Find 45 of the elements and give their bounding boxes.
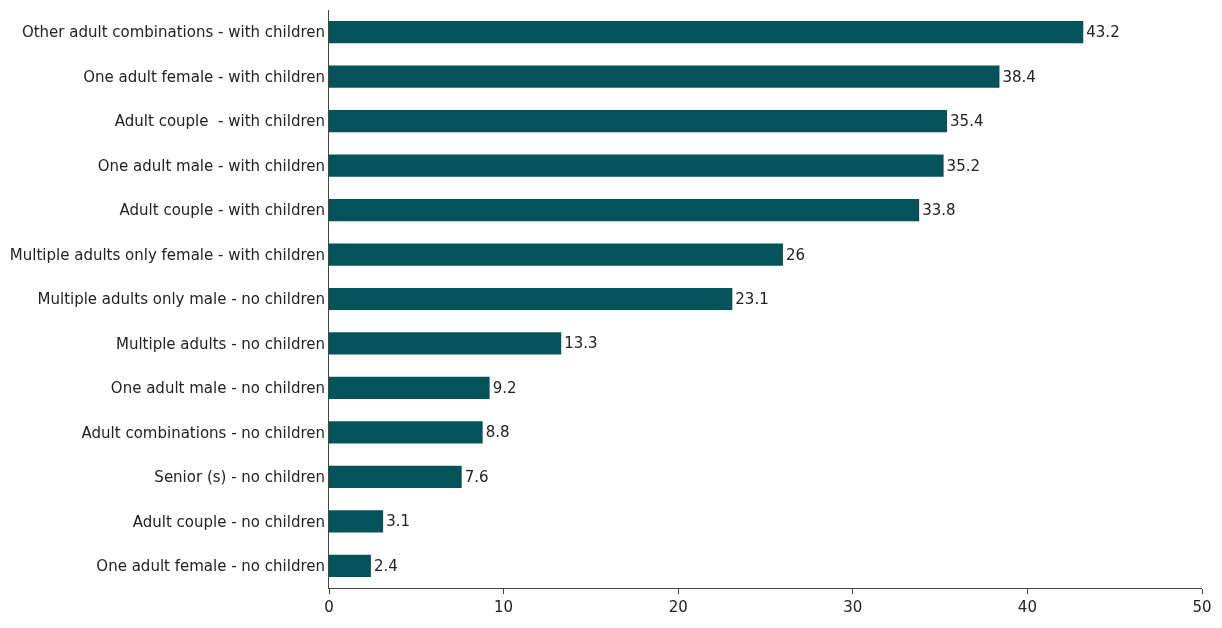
data-label: 35.4 bbox=[950, 112, 984, 131]
x-tick-label: 50 bbox=[1192, 598, 1212, 616]
y-tick-label: Adult couple - with children bbox=[114, 112, 325, 131]
bar bbox=[329, 198, 920, 222]
bar bbox=[329, 154, 944, 177]
y-tick-label: Multiple adults only male - no children bbox=[37, 290, 325, 309]
data-label: 33.8 bbox=[922, 201, 956, 220]
y-tick-label: Multiple adults only female - with children bbox=[9, 245, 325, 264]
data-label: 8.8 bbox=[485, 423, 510, 442]
bar bbox=[329, 110, 948, 133]
data-label: 35.2 bbox=[946, 156, 980, 175]
y-tick-label: One adult female - with children bbox=[83, 67, 325, 86]
x-tick-label: 40 bbox=[1017, 598, 1037, 616]
data-label: 43.2 bbox=[1086, 23, 1120, 42]
bar bbox=[329, 287, 733, 311]
data-label: 23.1 bbox=[735, 290, 769, 308]
data-label: 7.6 bbox=[464, 467, 489, 486]
bar bbox=[329, 510, 384, 533]
x-tick-label: 20 bbox=[668, 598, 688, 616]
y-tick-label: One adult male - with children bbox=[97, 156, 325, 175]
y-tick-label: Multiple adults - no children bbox=[115, 334, 325, 353]
y-tick-label: One adult female - no children bbox=[96, 557, 325, 576]
data-label: 3.1 bbox=[386, 512, 410, 531]
bar bbox=[329, 332, 562, 355]
data-label: 13.3 bbox=[564, 334, 598, 353]
y-tick-label: Senior (s) - no children bbox=[154, 468, 325, 487]
data-label: 2.4 bbox=[373, 556, 398, 575]
bar bbox=[329, 243, 783, 266]
y-tick-label: One adult male - no children bbox=[110, 379, 325, 398]
y-tick-label: Adult combinations - no children bbox=[81, 423, 325, 442]
bar bbox=[329, 465, 462, 488]
bar bbox=[329, 421, 483, 444]
bar bbox=[329, 554, 371, 577]
y-tick-label: Adult couple - no children bbox=[132, 512, 325, 531]
x-tick-label: 0 bbox=[324, 598, 334, 616]
data-label: 26 bbox=[785, 245, 806, 264]
data-label: 38.4 bbox=[1002, 67, 1036, 86]
data-label: 9.2 bbox=[492, 378, 517, 397]
bar bbox=[329, 376, 490, 400]
bar bbox=[329, 21, 1084, 44]
x-tick-label: 30 bbox=[843, 598, 863, 616]
y-tick-label: Adult couple - with children bbox=[119, 201, 325, 220]
y-tick-label: Other adult combinations - with children bbox=[21, 23, 325, 42]
bar bbox=[329, 65, 1000, 88]
x-tick-label: 10 bbox=[494, 598, 514, 616]
